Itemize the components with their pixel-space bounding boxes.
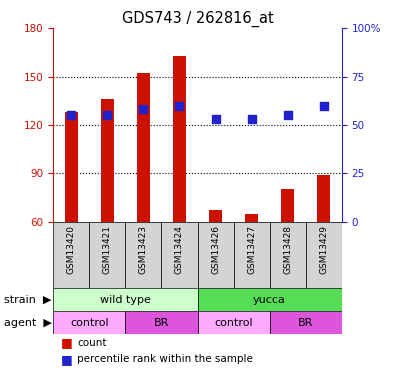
Bar [198,222,233,288]
Bar [137,73,150,222]
Text: BR: BR [298,318,313,328]
Point [248,116,255,122]
Point [104,112,111,118]
Bar [209,210,222,222]
Bar [233,222,270,288]
Bar [53,288,198,311]
Point [176,102,182,108]
Text: ■: ■ [61,352,73,366]
Bar [270,311,342,334]
Bar [126,222,162,288]
Text: GSM13426: GSM13426 [211,225,220,274]
Text: GSM13421: GSM13421 [103,225,112,274]
Text: control: control [214,318,253,328]
Point [213,116,219,122]
Bar [89,222,126,288]
Text: GSM13429: GSM13429 [319,225,328,274]
Bar [126,311,198,334]
Bar [162,222,198,288]
Point [320,102,327,108]
Text: yucca: yucca [253,295,286,305]
Bar [53,311,126,334]
Text: percentile rank within the sample: percentile rank within the sample [77,354,253,364]
Text: wild type: wild type [100,295,151,305]
Text: GSM13420: GSM13420 [67,225,76,274]
Text: agent  ▶: agent ▶ [4,318,52,328]
Text: GSM13424: GSM13424 [175,225,184,274]
Bar [65,112,78,222]
Point [284,112,291,118]
Text: GSM13428: GSM13428 [283,225,292,274]
Text: BR: BR [154,318,169,328]
Text: GSM13427: GSM13427 [247,225,256,274]
Bar [317,175,330,222]
Point [140,106,147,112]
Bar [245,214,258,222]
Text: ■: ■ [61,336,73,349]
Bar [306,222,342,288]
Text: count: count [77,338,107,348]
Bar [53,222,89,288]
Bar [173,56,186,222]
Title: GDS743 / 262816_at: GDS743 / 262816_at [122,10,273,27]
Text: control: control [70,318,109,328]
Text: strain  ▶: strain ▶ [4,295,51,305]
Bar [270,222,306,288]
Bar [198,288,342,311]
Text: GSM13423: GSM13423 [139,225,148,274]
Point [68,112,75,118]
Bar [281,189,294,222]
Bar [101,99,114,222]
Bar [198,311,270,334]
